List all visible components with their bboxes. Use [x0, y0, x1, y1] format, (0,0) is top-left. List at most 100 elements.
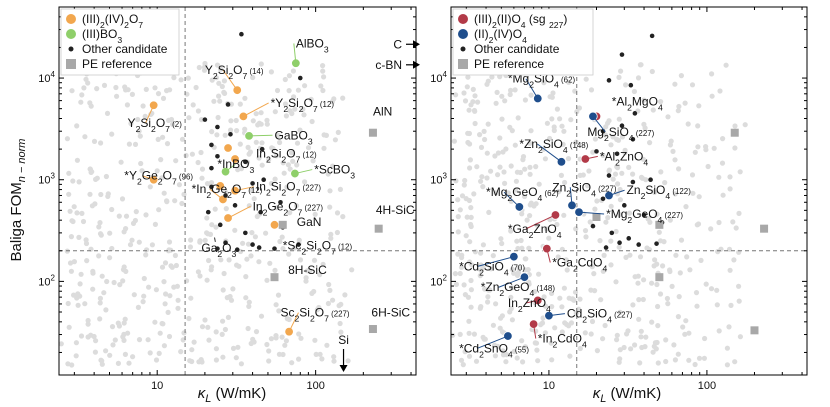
background-point — [195, 159, 201, 166]
background-point — [495, 150, 501, 156]
data-point-other — [261, 177, 266, 183]
background-point — [317, 351, 323, 357]
background-point — [294, 162, 300, 168]
data-point — [503, 331, 513, 341]
data-point-other — [626, 236, 632, 241]
background-point — [467, 157, 473, 163]
data-label: GaBO3 — [274, 128, 312, 146]
background-point — [103, 348, 109, 354]
background-point — [122, 351, 128, 357]
background-point — [289, 150, 295, 156]
background-point — [608, 203, 614, 209]
background-point — [147, 350, 153, 356]
background-point — [566, 79, 572, 85]
background-point — [585, 183, 591, 189]
background-point — [175, 297, 181, 303]
background-point — [136, 239, 142, 245]
background-point — [663, 337, 669, 343]
data-label: Zn2SiO4 (227) — [552, 180, 617, 198]
background-point — [140, 103, 146, 109]
background-point — [255, 122, 261, 128]
y-tick-label: 102 — [38, 273, 55, 288]
background-point — [678, 73, 685, 79]
background-point — [462, 349, 468, 355]
background-point — [538, 322, 544, 328]
background-point — [223, 206, 229, 212]
background-point — [93, 176, 99, 182]
background-point — [465, 74, 471, 80]
background-point — [526, 281, 532, 287]
y-axis-label: Baliga FOMn − norm — [8, 139, 28, 262]
background-point — [682, 331, 688, 337]
background-point — [630, 302, 636, 308]
background-point — [212, 206, 218, 212]
background-point — [78, 333, 85, 339]
arrow-label: C — [393, 37, 402, 51]
background-point — [111, 279, 117, 286]
background-point — [174, 283, 180, 289]
background-point — [264, 277, 270, 283]
data-point — [223, 143, 233, 153]
background-point — [218, 257, 224, 263]
legend-marker — [460, 46, 466, 52]
data-point-other — [250, 242, 255, 247]
leader-line — [234, 186, 255, 192]
y-tick-label: 103 — [38, 172, 55, 187]
background-point — [165, 309, 171, 315]
background-point — [498, 236, 504, 242]
y-tick-label: 102 — [430, 273, 447, 288]
background-point — [588, 331, 594, 337]
background-point — [638, 174, 645, 180]
background-point — [480, 242, 486, 248]
background-point — [121, 331, 127, 337]
background-point — [191, 339, 197, 345]
background-point — [471, 331, 477, 337]
background-point — [568, 117, 574, 123]
background-point — [667, 142, 674, 148]
background-point — [187, 244, 193, 250]
data-point-other — [258, 209, 263, 215]
background-point — [317, 272, 323, 278]
background-point — [586, 168, 592, 174]
data-label: Mg2SiO4 (227) — [587, 125, 654, 143]
background-point — [594, 198, 600, 204]
background-point — [152, 319, 158, 325]
data-point-other — [202, 117, 208, 122]
background-point — [503, 146, 509, 152]
background-point — [233, 355, 239, 361]
background-point — [492, 153, 498, 159]
background-point — [692, 149, 698, 155]
leader-line — [525, 78, 539, 99]
background-point — [119, 196, 126, 202]
background-point — [294, 140, 301, 146]
data-point-other — [619, 123, 625, 128]
background-point — [470, 99, 476, 105]
background-point — [549, 116, 555, 122]
background-point — [727, 174, 733, 180]
background-point — [592, 136, 599, 142]
background-point — [477, 132, 483, 138]
background-point — [502, 98, 508, 104]
background-point — [130, 220, 137, 226]
background-point — [303, 275, 309, 281]
background-point — [284, 184, 290, 190]
background-point — [222, 132, 228, 138]
background-point — [614, 332, 620, 338]
data-point-other — [243, 230, 248, 236]
background-point — [616, 74, 622, 80]
background-point — [617, 309, 623, 315]
background-point — [198, 117, 205, 123]
data-point-other — [600, 196, 606, 202]
background-point — [696, 355, 703, 361]
background-point — [166, 248, 172, 254]
background-point — [503, 359, 509, 365]
background-point — [597, 238, 603, 244]
background-point — [245, 325, 251, 332]
data-point-other — [239, 31, 244, 37]
background-point — [626, 164, 632, 170]
background-point — [246, 203, 252, 209]
background-point — [311, 257, 318, 263]
background-point — [264, 117, 270, 123]
background-point — [205, 231, 211, 237]
